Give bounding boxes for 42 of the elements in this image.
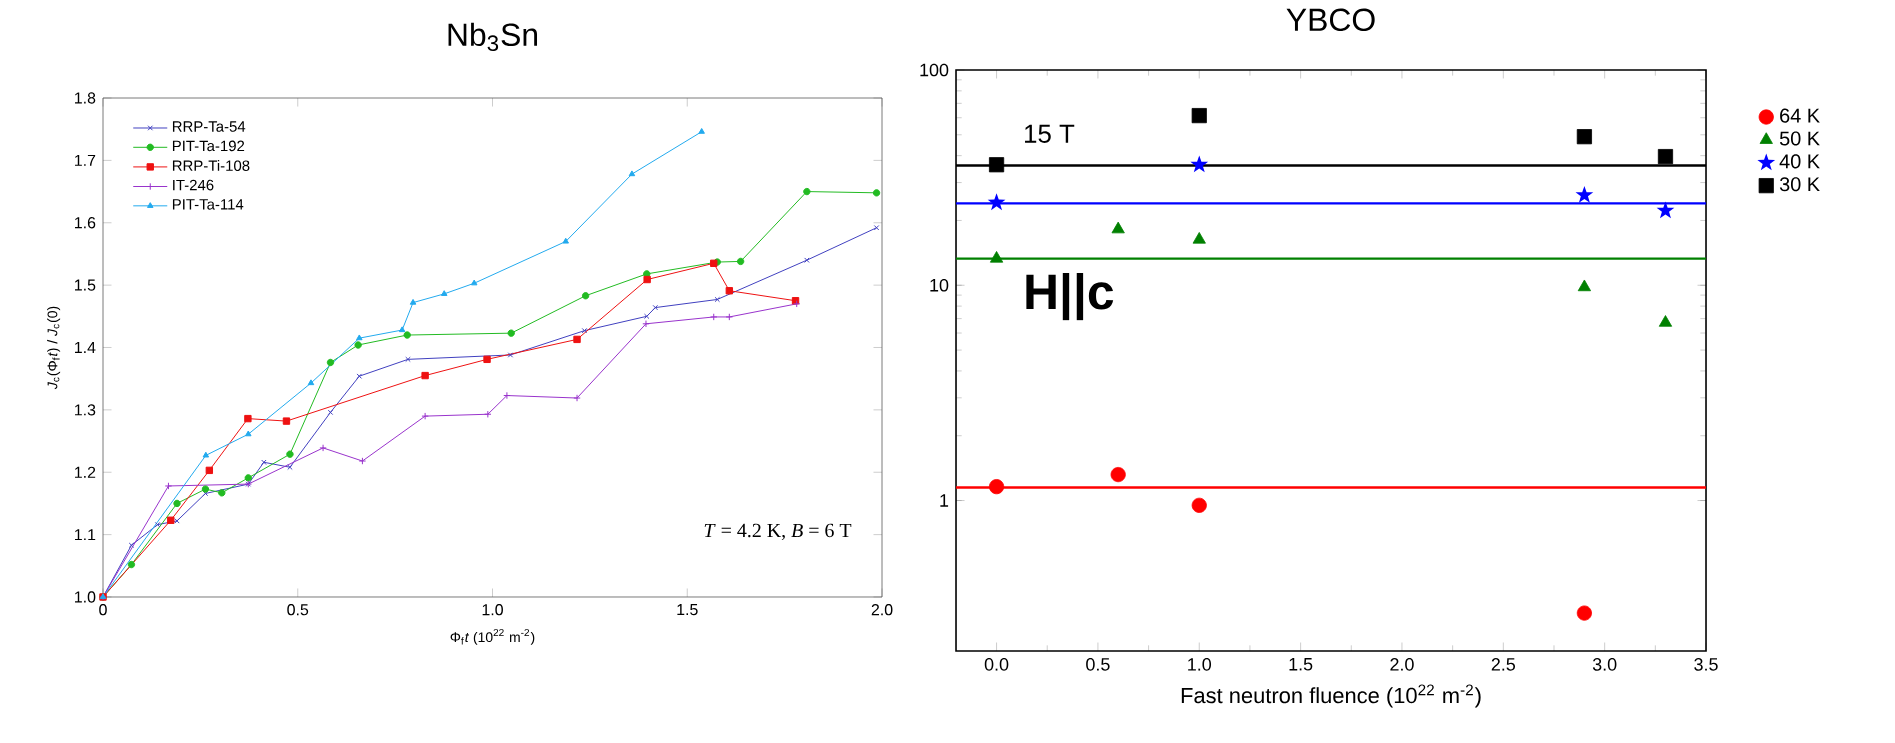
- x-axis-title: Fast neutron fluence (10$^{22}$ m$^{-2}$): [1181, 684, 1481, 708]
- x-tick-label: 1.0: [1188, 658, 1212, 671]
- chart-title: YBCO: [1286, 8, 1375, 32]
- annotation: H||c: [1026, 273, 1114, 321]
- legend-label: IT-246: [173, 179, 214, 191]
- legend-label: 64 K: [1780, 108, 1820, 123]
- x-tick-label: 0: [99, 604, 107, 616]
- chart-title: Nb$_{3}$Sn: [448, 22, 538, 52]
- legend-label: RRP-Ta-54: [172, 121, 246, 132]
- x-tick-label: 3.0: [1592, 658, 1617, 671]
- x-tick-label: 0.0: [984, 658, 1009, 671]
- y-tick-label: 1.3: [75, 404, 96, 416]
- x-tick-label: 0.5: [287, 604, 309, 616]
- y-tick-label: 1.2: [75, 466, 96, 478]
- annotation: T = 4.2 K, B = 6 T: [704, 523, 852, 541]
- y-tick-label: 1.5: [75, 279, 96, 291]
- y-tick-label: 1: [940, 494, 949, 507]
- y-tick-label: 1.4: [75, 342, 96, 353]
- x-tick-label: 2.0: [1390, 658, 1414, 671]
- legend-label: 40 K: [1779, 154, 1820, 169]
- x-axis-title: Φ$_{f}$t (10$^{22}$ m$^{-2}$): [450, 628, 535, 645]
- y-tick-label: 1.7: [75, 154, 96, 166]
- y-tick-label: 1.6: [75, 217, 96, 229]
- legend-label: 50 K: [1779, 131, 1820, 146]
- x-tick-label: 1.5: [677, 604, 698, 616]
- x-tick-label: 2.5: [1491, 658, 1516, 671]
- y-tick-label: 10: [930, 278, 949, 292]
- legend-label: RRP-Ti-108: [172, 160, 250, 171]
- y-tick-label: 1.1: [75, 529, 96, 541]
- annotation: 15 T: [1025, 124, 1075, 143]
- legend-label: 30 K: [1779, 177, 1820, 192]
- legend-label: PIT-Ta-192: [172, 140, 245, 152]
- x-tick-label: 0.5: [1086, 658, 1110, 671]
- x-tick-label: 2.0: [871, 604, 893, 616]
- x-tick-label: 1.5: [1289, 658, 1313, 671]
- y-tick-label: 100: [920, 63, 949, 77]
- text: J$_{c}$(Φ$_{f}$t) / J$_{c}$(0): [47, 306, 61, 390]
- legend-label: PIT-Ta-114: [172, 199, 244, 210]
- y-tick-label: 1.8: [75, 92, 96, 104]
- x-tick-label: 1.0: [482, 604, 503, 616]
- x-tick-label: 3.5: [1694, 658, 1718, 671]
- y-tick-label: 1.0: [75, 591, 96, 603]
